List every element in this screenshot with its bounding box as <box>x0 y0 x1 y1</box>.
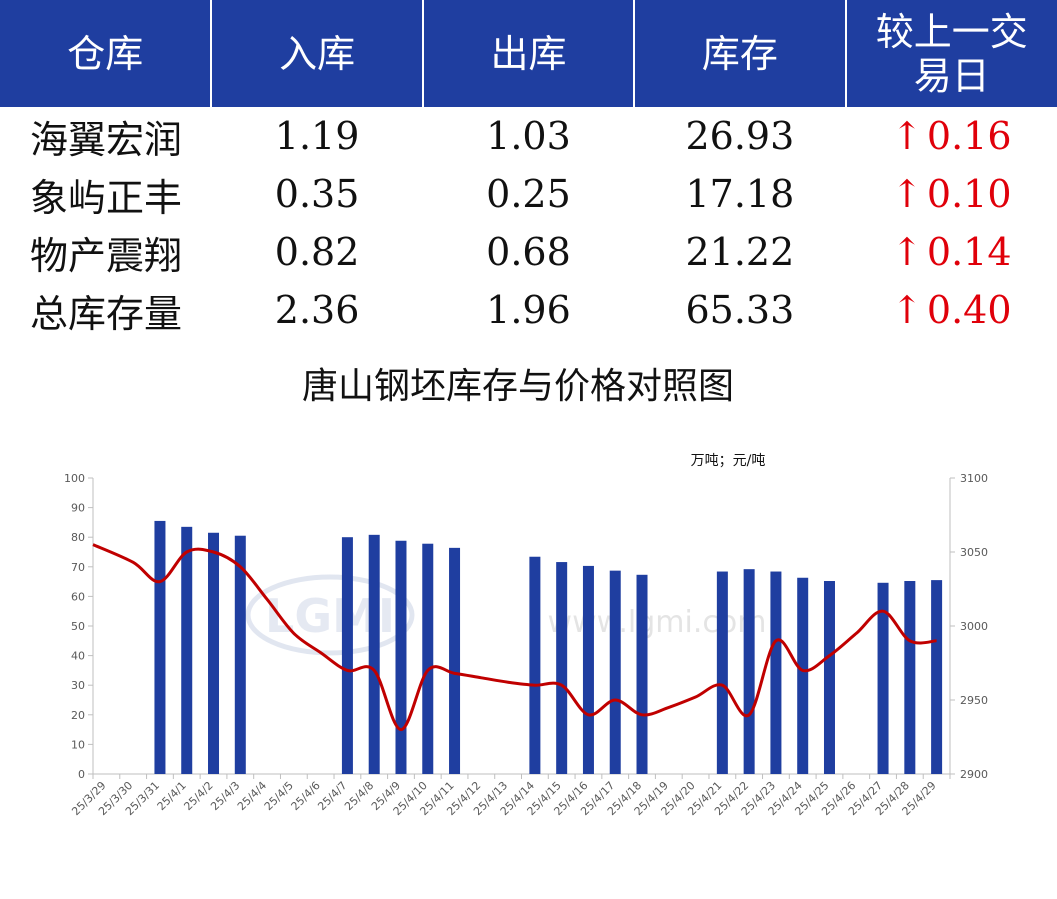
inbound-cell: 1.19 <box>274 114 360 158</box>
inbound-cell: 2.36 <box>274 288 360 332</box>
left-tick-label: 100 <box>64 472 85 485</box>
inventory-bar <box>716 571 728 774</box>
warehouse-name-cell: 象屿正丰 <box>30 175 183 220</box>
plot-area: 0 10 20 30 40 50 60 70 80 90 100 2900 2950 3000 3050 31… <box>64 472 988 818</box>
change-cell: ↑ 0.40 <box>846 281 1057 339</box>
inventory-price-chart: 唐山钢坯库存与价格对照图 万吨；元/吨 LGMI www.lgmi.com 0 1… <box>64 366 988 818</box>
right-tick-label: 3050 <box>960 546 988 559</box>
stock-cell: 26.93 <box>685 114 795 158</box>
inventory-bar <box>529 556 541 774</box>
chart-section: 唐山钢坯库存与价格对照图 万吨；元/吨 LGMI www.lgmi.com 0 1… <box>0 340 1057 895</box>
x-tick-label: 25/4/2 <box>181 779 215 813</box>
left-tick-label: 50 <box>71 620 85 633</box>
warehouse-name-cell: 物产震翔 <box>30 233 183 278</box>
change-cell: ↑ 0.16 <box>846 107 1057 165</box>
inventory-bar <box>556 562 568 774</box>
change-value: 0.10 <box>926 172 1012 216</box>
left-tick-label: 60 <box>71 590 85 603</box>
inventory-bar <box>770 571 782 774</box>
inventory-bar <box>449 547 461 774</box>
x-tick-label: 25/4/8 <box>342 779 376 813</box>
left-tick-label: 70 <box>71 561 85 574</box>
inventory-bar <box>422 543 434 774</box>
x-tick-label: 25/4/5 <box>262 779 296 813</box>
inventory-bar <box>582 565 594 774</box>
left-tick-label: 30 <box>71 679 85 692</box>
chart-title: 唐山钢坯库存与价格对照图 <box>302 366 734 407</box>
inventory-bar <box>208 532 220 774</box>
left-tick-label: 0 <box>78 768 85 781</box>
header-inbound: 入库 <box>211 0 424 107</box>
table-row: 象屿正丰 0.35 0.25 17.18 ↑ 0.10 <box>0 165 1057 223</box>
inventory-bar <box>609 570 621 774</box>
change-value: 0.16 <box>926 114 1012 158</box>
inventory-bar <box>797 577 809 774</box>
table-row: 总库存量 2.36 1.96 65.33 ↑ 0.40 <box>0 281 1057 339</box>
outbound-cell: 1.96 <box>486 288 571 332</box>
watermark: LGMI www.lgmi.com <box>245 574 767 656</box>
left-tick-label: 40 <box>71 650 85 663</box>
inventory-bar <box>368 534 380 774</box>
stock-cell: 21.22 <box>685 230 795 274</box>
x-tick-label: 25/4/1 <box>155 779 189 813</box>
table-row: 物产震翔 0.82 0.68 21.22 ↑ 0.14 <box>0 223 1057 281</box>
price-line <box>92 543 937 732</box>
x-tick-label: 25/4/7 <box>315 779 349 813</box>
inventory-bar <box>341 537 353 774</box>
watermark-logo-ring <box>245 574 415 656</box>
change-value: 0.40 <box>926 288 1012 332</box>
left-tick-label: 20 <box>71 709 85 722</box>
inbound-cell: 0.35 <box>274 172 360 216</box>
change-cell: ↑ 0.10 <box>846 165 1057 223</box>
up-arrow-icon: ↑ <box>891 172 923 216</box>
right-tick-label: 3100 <box>960 472 988 485</box>
up-arrow-icon: ↑ <box>891 114 923 158</box>
left-tick-label: 90 <box>71 502 85 515</box>
x-tick-label: 25/4/4 <box>235 779 269 813</box>
table-row: 海翼宏润 1.19 1.03 26.93 ↑ 0.16 <box>0 107 1057 165</box>
header-change: 较上一交 易日 <box>845 0 1057 107</box>
watermark-url: www.lgmi.com <box>548 605 767 640</box>
inbound-cell: 0.82 <box>274 230 360 274</box>
right-tick-label: 2900 <box>960 768 988 781</box>
left-tick-label: 10 <box>71 738 85 751</box>
header-stock: 库存 <box>634 0 847 107</box>
inventory-bar <box>931 580 943 774</box>
inventory-bar <box>395 540 407 774</box>
stock-cell: 17.18 <box>685 172 795 216</box>
outbound-cell: 1.03 <box>486 114 571 158</box>
outbound-cell: 0.68 <box>486 230 571 274</box>
right-tick-label: 3000 <box>960 620 988 633</box>
inventory-bar <box>823 581 835 774</box>
header-outbound: 出库 <box>422 0 636 107</box>
up-arrow-icon: ↑ <box>891 288 923 332</box>
inventory-bar <box>877 582 889 774</box>
change-cell: ↑ 0.14 <box>846 223 1057 281</box>
x-tick-label: 25/4/6 <box>289 779 323 813</box>
inventory-bar <box>154 520 166 774</box>
table-header-row: 仓库 入库 出库 库存 较上一交 易日 <box>0 0 1057 107</box>
left-tick-label: 80 <box>71 531 85 544</box>
warehouse-name-cell: 海翼宏润 <box>30 117 183 162</box>
header-change-label: 较上一交 易日 <box>875 9 1028 98</box>
inventory-bar <box>636 574 648 774</box>
outbound-cell: 0.25 <box>486 172 571 216</box>
inventory-table-section: 仓库 入库 出库 库存 较上一交 易日 海翼宏润 1.19 1.03 26.93 ↑ 0.1… <box>0 0 1057 339</box>
right-tick-label: 2950 <box>960 694 988 707</box>
warehouse-name-cell: 总库存量 <box>30 291 183 336</box>
up-arrow-icon: ↑ <box>891 230 923 274</box>
change-value: 0.14 <box>926 230 1012 274</box>
header-warehouse: 仓库 <box>0 0 213 107</box>
inventory-table: 仓库 入库 出库 库存 较上一交 易日 海翼宏润 1.19 1.03 26.93 ↑ 0.1… <box>0 0 1057 339</box>
stock-cell: 65.33 <box>685 288 795 332</box>
inventory-bar <box>234 535 246 774</box>
x-tick-label: 25/4/3 <box>208 779 242 813</box>
inventory-bar <box>743 569 755 774</box>
inventory-bar <box>181 526 193 774</box>
inventory-bar <box>904 581 916 774</box>
unit-label: 万吨；元/吨 <box>691 453 766 469</box>
